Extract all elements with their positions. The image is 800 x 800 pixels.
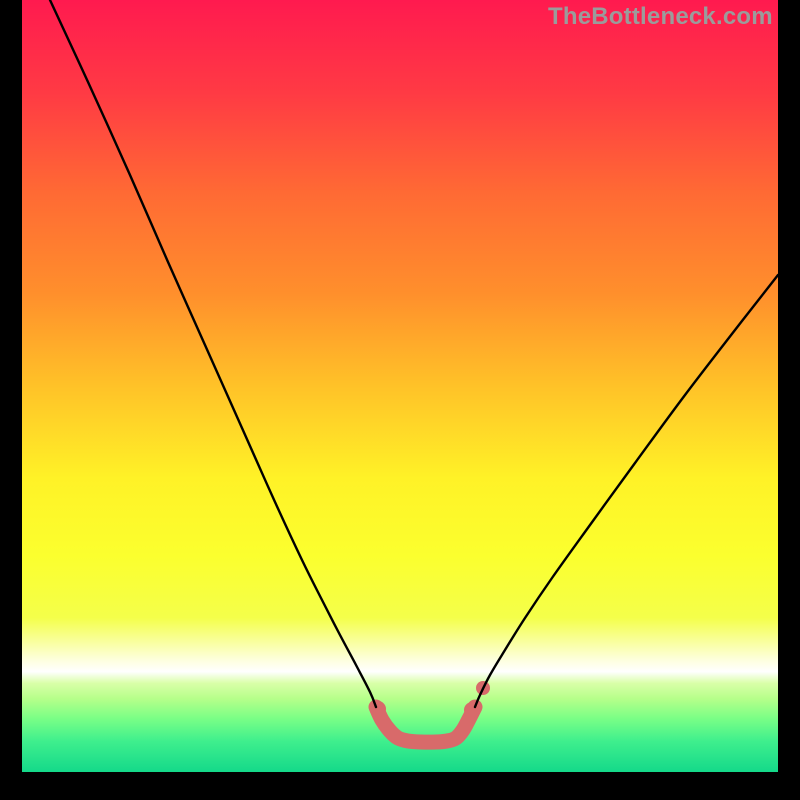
watermark-text: TheBottleneck.com	[548, 3, 773, 31]
bottom-highlight-dot-0	[370, 701, 386, 717]
plot-area	[22, 0, 778, 772]
gradient-background	[22, 0, 778, 772]
plot-svg	[22, 0, 778, 772]
bottom-highlight-dot-1	[464, 702, 480, 718]
